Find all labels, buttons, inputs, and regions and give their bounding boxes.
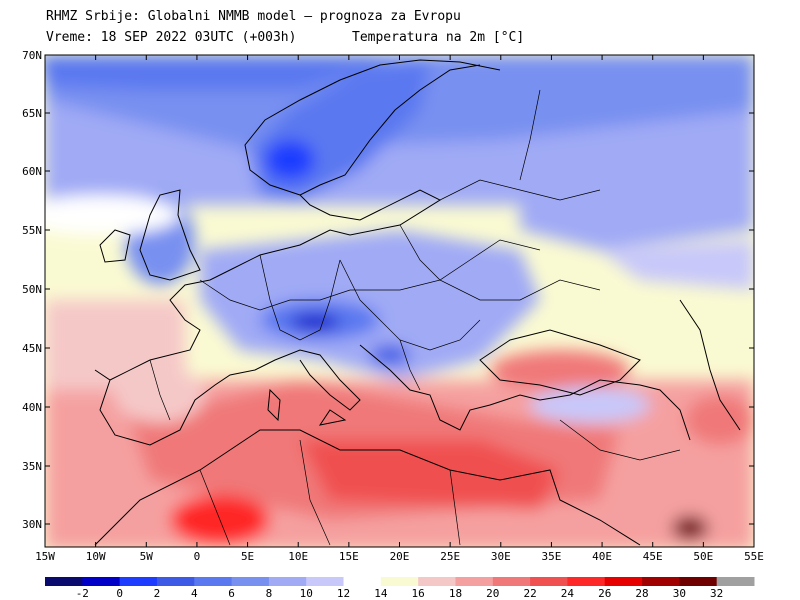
colorbar-label: 26 <box>598 587 611 600</box>
colorbar-swatch <box>380 577 419 586</box>
colorbar-swatch <box>156 577 195 586</box>
colorbar-swatch <box>45 577 83 586</box>
lon-tick-label: 55E <box>744 550 764 563</box>
colorbar-label: -2 <box>76 587 89 600</box>
colorbar-swatch <box>343 577 382 586</box>
lon-tick-label: 40E <box>592 550 612 563</box>
temperature-field <box>45 55 754 547</box>
lat-tick-label: 70N <box>22 49 42 62</box>
latitude-axis: 70N 65N 60N 55N 50N 45N 40N 35N 30N <box>22 49 754 531</box>
colorbar-swatch <box>492 577 531 586</box>
lon-tick-label: 45E <box>643 550 663 563</box>
lat-tick-label: 45N <box>22 342 42 355</box>
colorbar-label: 12 <box>337 587 350 600</box>
colorbar-label: 8 <box>266 587 273 600</box>
lon-tick-label: 15W <box>35 550 55 563</box>
lon-tick-label: 5E <box>241 550 254 563</box>
lon-tick-label: 10W <box>86 550 106 563</box>
colorbar-swatch <box>268 577 307 586</box>
variable-label: Temperatura na 2m [°C] <box>352 30 525 45</box>
colorbar-swatch <box>306 577 345 586</box>
colorbar-label: 28 <box>635 587 648 600</box>
colorbar-label: 32 <box>710 587 723 600</box>
colorbar-swatch <box>567 577 606 586</box>
colorbar-label: 0 <box>116 587 123 600</box>
colorbar-label: 20 <box>486 587 499 600</box>
lon-tick-label: 50E <box>693 550 713 563</box>
lat-tick-label: 35N <box>22 460 42 473</box>
colorbar-label: 30 <box>673 587 686 600</box>
colorbar-label: 2 <box>154 587 161 600</box>
lon-tick-label: 20E <box>390 550 410 563</box>
lat-tick-label: 50N <box>22 283 42 296</box>
lon-tick-label: 35E <box>541 550 561 563</box>
lon-tick-label: 25E <box>440 550 460 563</box>
colorbar-label: 4 <box>191 587 198 600</box>
colorbar: -2 0 2 4 6 8 10 12 14 16 18 20 22 24 26 28 30 32 <box>45 577 755 600</box>
lat-tick-label: 40N <box>22 401 42 414</box>
colorbar-label: 18 <box>449 587 462 600</box>
colorbar-label: 14 <box>374 587 388 600</box>
colorbar-label: 22 <box>523 587 536 600</box>
colorbar-label: 10 <box>300 587 313 600</box>
colorbar-swatch <box>642 577 680 586</box>
lon-tick-label: 10E <box>288 550 308 563</box>
colorbar-label: 24 <box>561 587 575 600</box>
colorbar-swatch <box>530 577 568 586</box>
colorbar-label: 6 <box>228 587 235 600</box>
lon-tick-label: 30E <box>491 550 511 563</box>
lon-tick-label: 0 <box>194 550 201 563</box>
colorbar-label: 16 <box>412 587 425 600</box>
colorbar-swatch <box>231 577 270 586</box>
colorbar-swatch <box>455 577 494 586</box>
lat-tick-label: 30N <box>22 518 42 531</box>
colorbar-swatch <box>82 577 121 586</box>
colorbar-swatch <box>119 577 158 586</box>
colorbar-swatch <box>194 577 233 586</box>
colorbar-swatch <box>716 577 755 586</box>
lat-tick-label: 65N <box>22 107 42 120</box>
map-title: RHMZ Srbije: Globalni NMMB model — progn… <box>46 9 461 24</box>
lat-tick-label: 55N <box>22 224 42 237</box>
colorbar-swatch <box>418 577 456 586</box>
lon-tick-label: 5W <box>140 550 154 563</box>
coastlines <box>94 59 741 546</box>
country-borders <box>149 89 681 546</box>
colorbar-swatch <box>679 577 718 586</box>
lat-tick-label: 60N <box>22 165 42 178</box>
forecast-time: Vreme: 18 SEP 2022 03UTC (+003h) <box>46 30 297 45</box>
colorbar-swatch <box>604 577 643 586</box>
lon-tick-label: 15E <box>339 550 359 563</box>
longitude-axis: 15W 10W 5W 0 5E 10E 15E 20E 25E 30E 35E 40E 45E 50E 55… <box>35 55 764 563</box>
